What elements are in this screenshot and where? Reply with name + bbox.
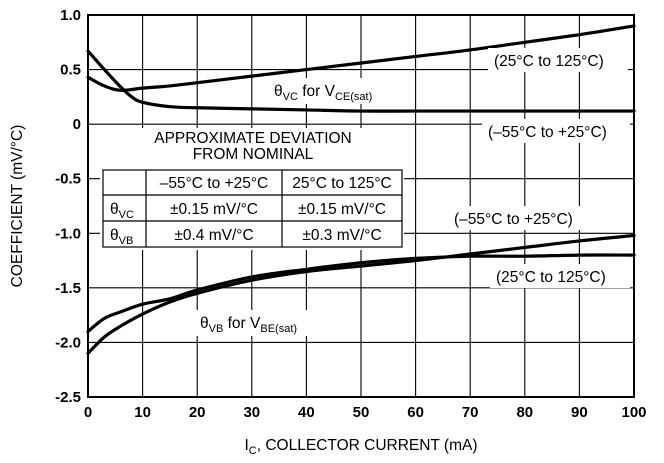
table-header-cold: –55°C to +25°C	[160, 175, 268, 192]
table-row-vb-hot: ±0.3 mV/°C	[302, 227, 381, 244]
x-tick-label: 60	[407, 404, 424, 421]
y-tick-label: -2.5	[55, 389, 81, 406]
curve-labels: (25°C to 125°C) (–55°C to +25°C) (–55°C …	[196, 48, 630, 336]
y-tick-label: -0.5	[55, 171, 81, 188]
table-row-vb-label: θVB	[110, 227, 133, 247]
table-title-line2: FROM NOMINAL	[193, 146, 314, 163]
tick-labels: 0 10 20 30 40 50 60 70 80 90 100 1.0 0.5 0 -0.5 -1.0 -1.…	[55, 7, 646, 421]
y-tick-label: -2.0	[55, 334, 81, 351]
y-tick-label: 0	[73, 116, 81, 133]
data-series	[86, 24, 636, 355]
label-vc-cold: (–55°C to +25°C)	[488, 124, 607, 141]
x-tick-label: 10	[134, 404, 151, 421]
label-vb-cold: (–55°C to +25°C)	[454, 211, 573, 228]
label-vc-hot: (25°C to 125°C)	[494, 53, 604, 70]
x-tick-label: 20	[189, 404, 206, 421]
deviation-table: APPROXIMATE DEVIATION FROM NOMINAL –55°C…	[100, 128, 404, 250]
label-theta-vc: θVC for VCE(sat)	[274, 83, 372, 103]
x-tick-label: 0	[84, 404, 92, 421]
series-line-vb_cold	[86, 233, 636, 355]
label-theta-vb: θVB for VBE(sat)	[200, 315, 297, 335]
x-tick-label: 90	[571, 404, 588, 421]
y-axis-label: COEFFICIENT (mV/°C)	[9, 125, 26, 288]
table-title-line1: APPROXIMATE DEVIATION	[154, 130, 352, 147]
x-tick-label: 70	[462, 404, 479, 421]
plot-border	[87, 14, 635, 398]
x-tick-label: 80	[516, 404, 533, 421]
x-tick-label: 100	[621, 404, 646, 421]
table-row-vb-cold: ±0.4 mV/°C	[174, 227, 253, 244]
table-row-vc-label: θVC	[110, 201, 134, 221]
series-line-vb_hot	[86, 253, 636, 334]
label-vb-hot: (25°C to 125°C)	[496, 269, 606, 286]
x-axis-label: IC, COLLECTOR CURRENT (mA)	[244, 437, 477, 457]
y-tick-label: -1.0	[55, 225, 81, 242]
series-line-vc_cold	[86, 24, 636, 92]
table-row-vc-hot: ±0.15 mV/°C	[298, 201, 386, 218]
y-tick-label: 1.0	[60, 7, 81, 24]
y-tick-label: 0.5	[60, 62, 81, 79]
x-tick-label: 30	[243, 404, 260, 421]
x-tick-label: 50	[353, 404, 370, 421]
x-tick-label: 40	[298, 404, 315, 421]
table-row-vc-cold: ±0.15 mV/°C	[170, 201, 258, 218]
y-tick-label: -1.5	[55, 280, 81, 297]
table-header-hot: 25°C to 125°C	[292, 175, 391, 192]
